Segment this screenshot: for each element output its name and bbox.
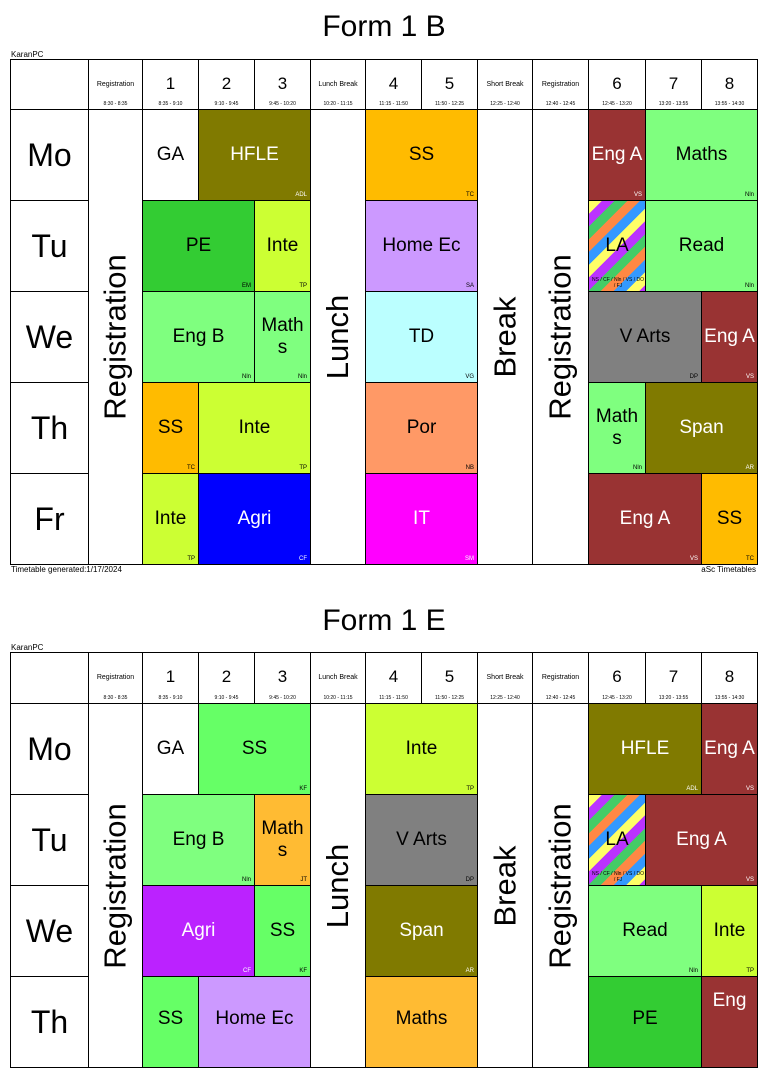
lesson-cell[interactable]: Eng A VS [701, 703, 758, 795]
header-period-4: 4 11:15 - 11:50 [365, 652, 422, 704]
lesson-cell[interactable]: Por NB [365, 382, 478, 474]
lesson-cell[interactable]: Eng A VS [645, 794, 758, 886]
break-column: Break [477, 109, 533, 565]
lesson-cell[interactable]: Read Nln [645, 200, 758, 292]
lesson-cell[interactable]: Home Ec [198, 976, 311, 1068]
header-registration: Registration 8:30 - 8:35 [88, 59, 143, 110]
day-tuesday: Tu [10, 794, 89, 886]
lesson-cell[interactable]: Inte TP [142, 473, 199, 565]
corner-cell [10, 59, 89, 110]
header-period-7: 7 13:20 - 13:55 [645, 59, 702, 110]
header-short-break: Short Break 12:25 - 12:40 [477, 652, 533, 704]
lesson-cell[interactable]: IT SM [365, 473, 478, 565]
lesson-cell[interactable]: SS TC [701, 473, 758, 565]
registration-column-2: Registration [532, 703, 589, 1068]
lesson-cell[interactable]: Math s Nln [588, 382, 646, 474]
lesson-cell[interactable]: Eng A VS [701, 291, 758, 383]
lesson-cell[interactable]: SS TC [365, 109, 478, 201]
lesson-cell[interactable]: Eng A VS [588, 109, 646, 201]
lesson-cell[interactable]: Inte TP [365, 703, 478, 795]
lesson-cell[interactable]: Eng [701, 976, 758, 1068]
lesson-cell[interactable]: Eng B Nln [142, 794, 255, 886]
lesson-cell[interactable]: HFLE ADL [198, 109, 311, 201]
header-registration-2: Registration 12:40 - 12:45 [532, 59, 589, 110]
lesson-cell[interactable]: Maths Nln [645, 109, 758, 201]
timetable-title: Form 1 E [322, 604, 446, 637]
corner-cell [10, 652, 89, 704]
lesson-cell[interactable]: PE EM [142, 200, 255, 292]
day-monday: Mo [10, 703, 89, 795]
lesson-cell[interactable]: V Arts DP [588, 291, 702, 383]
lesson-cell[interactable]: GA [142, 109, 199, 201]
lesson-cell[interactable]: GA [142, 703, 199, 795]
lesson-cell[interactable]: Inte TP [198, 382, 311, 474]
lesson-cell[interactable]: Agri CF [198, 473, 311, 565]
registration-column: Registration [88, 109, 143, 565]
header-period-8: 8 13:55 - 14:30 [701, 652, 758, 704]
lunch-column: Lunch [310, 109, 366, 565]
asc-footer: aSc Timetables [701, 565, 756, 574]
header-period-1: 1 8:35 - 9:10 [142, 59, 199, 110]
registration-column: Registration [88, 703, 143, 1068]
generated-footer: Timetable generated:1/17/2024 [11, 565, 122, 574]
lesson-cell[interactable]: SS KF [198, 703, 311, 795]
day-wednesday: We [10, 885, 89, 977]
header-period-6: 6 12:45 - 13:20 [588, 652, 646, 704]
lesson-cell[interactable]: SS [142, 976, 199, 1068]
lesson-cell[interactable]: LA NS / CF / Nln / VS / DO / FJ [588, 794, 646, 886]
lesson-cell[interactable]: Agri CF [142, 885, 255, 977]
lesson-cell[interactable]: Eng A VS [588, 473, 702, 565]
break-column: Break [477, 703, 533, 1068]
lesson-cell[interactable]: HFLE ADL [588, 703, 702, 795]
header-period-7: 7 13:20 - 13:55 [645, 652, 702, 704]
header-period-2: 2 9:10 - 9:45 [198, 59, 255, 110]
day-thursday: Th [10, 976, 89, 1068]
header-period-8: 8 13:55 - 14:30 [701, 59, 758, 110]
header-period-5: 5 11:50 - 12:25 [421, 652, 478, 704]
lesson-cell[interactable]: Span AR [365, 885, 478, 977]
header-period-3: 3 9:45 - 10:20 [254, 59, 311, 110]
lesson-cell[interactable]: Span AR [645, 382, 758, 474]
lesson-cell[interactable]: PE [588, 976, 702, 1068]
lesson-cell[interactable]: Eng B Nln [142, 291, 255, 383]
day-thursday: Th [10, 382, 89, 474]
day-wednesday: We [10, 291, 89, 383]
header-short-break: Short Break 12:25 - 12:40 [477, 59, 533, 110]
header-registration: Registration 8:30 - 8:35 [88, 652, 143, 704]
lesson-cell[interactable]: Math s Nln [254, 291, 311, 383]
lesson-cell[interactable]: Inte TP [701, 885, 758, 977]
header-lunch-break: Lunch Break 10:20 - 11:15 [310, 652, 366, 704]
lesson-cell[interactable]: TD VG [365, 291, 478, 383]
header-registration-2: Registration 12:40 - 12:45 [532, 652, 589, 704]
lesson-cell[interactable]: Home Ec SA [365, 200, 478, 292]
lesson-cell[interactable]: Read Nln [588, 885, 702, 977]
registration-column-2: Registration [532, 109, 589, 565]
lesson-cell[interactable]: SS KF [254, 885, 311, 977]
header-period-4: 4 11:15 - 11:50 [365, 59, 422, 110]
header-period-6: 6 12:45 - 13:20 [588, 59, 646, 110]
lesson-cell[interactable]: Math s JT [254, 794, 311, 886]
creator-label: KaranPC [11, 50, 44, 59]
timetable-title: Form 1 B [322, 10, 446, 43]
lesson-cell[interactable]: Inte TP [254, 200, 311, 292]
lesson-cell[interactable]: V Arts DP [365, 794, 478, 886]
lunch-column: Lunch [310, 703, 366, 1068]
header-period-3: 3 9:45 - 10:20 [254, 652, 311, 704]
header-period-5: 5 11:50 - 12:25 [421, 59, 478, 110]
lesson-cell[interactable]: SS TC [142, 382, 199, 474]
day-tuesday: Tu [10, 200, 89, 292]
creator-label: KaranPC [11, 643, 44, 652]
header-lunch-break: Lunch Break 10:20 - 11:15 [310, 59, 366, 110]
header-period-1: 1 8:35 - 9:10 [142, 652, 199, 704]
header-period-2: 2 9:10 - 9:45 [198, 652, 255, 704]
day-monday: Mo [10, 109, 89, 201]
lesson-cell[interactable]: Maths [365, 976, 478, 1068]
lesson-cell[interactable]: LA NS / CF / Nln / VS / DO / FJ [588, 200, 646, 292]
day-friday: Fr [10, 473, 89, 565]
